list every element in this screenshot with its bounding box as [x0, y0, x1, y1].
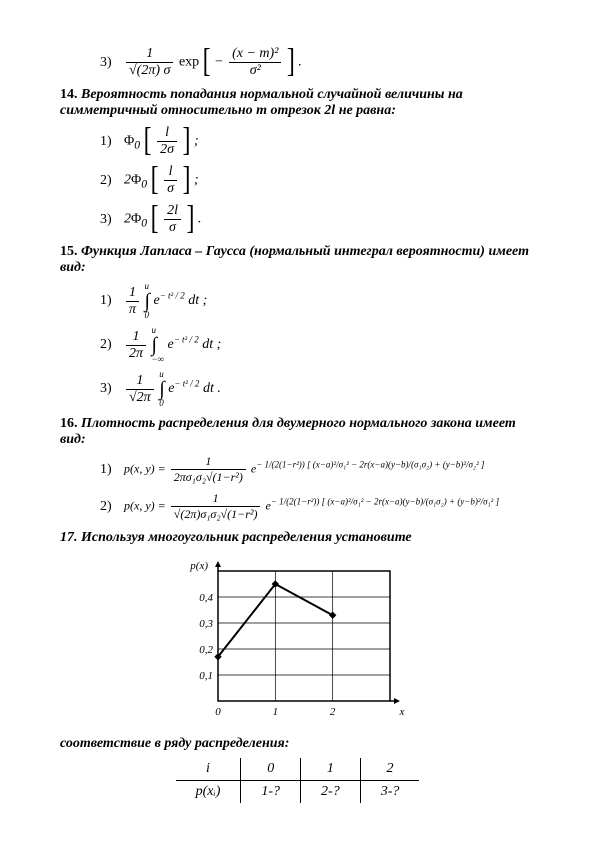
- q17-text-continued: соответствие в ряду распределения:: [60, 736, 535, 752]
- svg-text:x: x: [399, 706, 405, 718]
- q-text: Функция Лапласа – Гаусса (нормальный инт…: [60, 244, 529, 275]
- question-15: 15. Функция Лапласа – Гаусса (нормальный…: [60, 244, 535, 276]
- svg-text:0,2: 0,2: [199, 644, 213, 656]
- option-label: 3): [100, 212, 124, 228]
- q14-option-2: 2) 2Φ0 [ lσ ] ;: [100, 164, 535, 197]
- option-label: 1): [100, 134, 124, 150]
- formula: p(x, y) = 1√(2π)σ₁σ₂√(1−r²) e− 1/(2(1−r²…: [124, 491, 499, 522]
- option-label: 1): [100, 462, 124, 478]
- formula: p(x, y) = 12πσ₁σ₂√(1−r²) e− 1/(2(1−r²)) …: [124, 454, 485, 485]
- option-label: 2): [100, 173, 124, 189]
- table-row: p(xᵢ) 1-? 2-? 3-?: [176, 781, 420, 804]
- option-label: 3): [100, 55, 124, 71]
- svg-text:0,3: 0,3: [199, 618, 213, 630]
- formula: 1π u∫0 e− t² / 2 dt ;: [124, 282, 207, 320]
- q15-option-2: 2) 12π u∫−∞ e− t² / 2 dt ;: [100, 326, 535, 364]
- q-number: 16.: [60, 416, 78, 431]
- formula: 2Φ0 [ lσ ] ;: [124, 164, 199, 197]
- table-cell: 1: [301, 758, 361, 781]
- formula: 12π u∫−∞ e− t² / 2 dt ;: [124, 326, 221, 364]
- option-label: 3): [100, 381, 124, 397]
- q-text-part2: отрезок: [267, 103, 324, 118]
- formula: 1√2π u∫0 e− t² / 2 dt .: [124, 370, 221, 408]
- q14-option-3: 3) 2Φ0 [ 2lσ ] .: [100, 203, 535, 236]
- svg-text:0,4: 0,4: [199, 592, 213, 604]
- option-label: 2): [100, 499, 124, 515]
- question-16: 16. Плотность распределения для двумерно…: [60, 416, 535, 448]
- svg-text:0,1: 0,1: [199, 670, 213, 682]
- svg-text:0: 0: [215, 706, 221, 718]
- q-text: Используя многоугольник распределения ус…: [81, 530, 412, 545]
- q-number: 15.: [60, 244, 78, 259]
- q-number: 14.: [60, 87, 78, 102]
- distribution-table: i 0 1 2 p(xᵢ) 1-? 2-? 3-?: [176, 758, 420, 803]
- table-cell: 2-?: [301, 781, 361, 804]
- distribution-polygon-chart: 0,1 0,2 0,3 0,4 0 1 2 p(x) x: [180, 556, 535, 726]
- formula: 1√(2π) σ exp [ − (x − m)²σ² ] .: [124, 46, 302, 79]
- table-cell: 0: [241, 758, 301, 781]
- question-17: 17. Используя многоугольник распределени…: [60, 530, 535, 546]
- q-var-m: m: [256, 103, 267, 118]
- question-14: 14. Вероятность попадания нормальной слу…: [60, 87, 535, 119]
- table-cell: 3-?: [360, 781, 419, 804]
- q-text: Плотность распределения для двумерного н…: [60, 416, 516, 447]
- q16-option-2: 2) p(x, y) = 1√(2π)σ₁σ₂√(1−r²) e− 1/(2(1…: [100, 491, 535, 522]
- svg-text:1: 1: [273, 706, 279, 718]
- option-label: 2): [100, 337, 124, 353]
- table-cell: 1-?: [241, 781, 301, 804]
- svg-text:p(x): p(x): [189, 560, 208, 572]
- q-number: 17.: [60, 530, 78, 545]
- q-text-part3: не равна:: [335, 103, 396, 118]
- table-cell: 2: [360, 758, 419, 781]
- q13-option-3: 3) 1√(2π) σ exp [ − (x − m)²σ² ] .: [100, 46, 535, 79]
- table-cell: i: [176, 758, 241, 781]
- option-label: 1): [100, 293, 124, 309]
- q15-option-1: 1) 1π u∫0 e− t² / 2 dt ;: [100, 282, 535, 320]
- q-interval: 2l: [324, 103, 335, 118]
- table-header-row: i 0 1 2: [176, 758, 420, 781]
- formula: 2Φ0 [ 2lσ ] .: [124, 203, 201, 236]
- svg-text:2: 2: [330, 706, 336, 718]
- q16-option-1: 1) p(x, y) = 12πσ₁σ₂√(1−r²) e− 1/(2(1−r²…: [100, 454, 535, 485]
- q15-option-3: 3) 1√2π u∫0 e− t² / 2 dt .: [100, 370, 535, 408]
- formula: Φ0 [ l2σ ] ;: [124, 125, 199, 158]
- table-cell: p(xᵢ): [176, 781, 241, 804]
- q14-option-1: 1) Φ0 [ l2σ ] ;: [100, 125, 535, 158]
